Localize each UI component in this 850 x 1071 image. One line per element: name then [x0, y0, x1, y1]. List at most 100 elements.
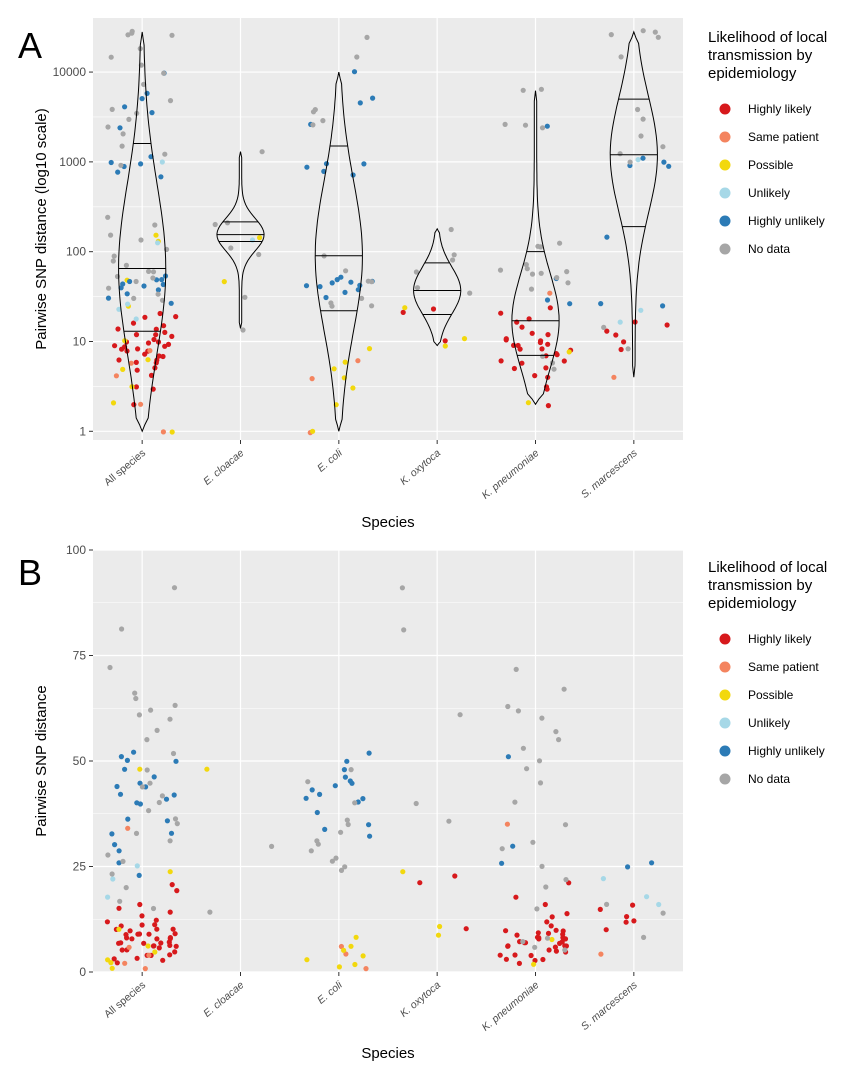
data-point [131, 402, 137, 408]
y-axis-title: Pairwise SNP distance [33, 685, 50, 836]
legend-title: Likelihood of local [708, 29, 827, 46]
data-point [119, 143, 125, 149]
data-point [155, 287, 161, 293]
data-point [119, 626, 125, 632]
legend-key [719, 633, 731, 645]
legend-key [719, 745, 731, 757]
data-point [369, 303, 375, 309]
data-point [542, 901, 548, 908]
data-point [442, 338, 448, 344]
data-point [601, 324, 607, 330]
data-point [624, 914, 630, 920]
data-point [139, 913, 145, 919]
data-point [156, 945, 162, 951]
data-point [344, 817, 350, 823]
data-point [155, 291, 161, 297]
data-point [207, 909, 213, 915]
data-point [355, 358, 361, 364]
data-point [350, 385, 356, 391]
data-point [153, 326, 159, 332]
data-point [320, 118, 326, 124]
data-point [109, 871, 115, 877]
data-point [354, 54, 360, 60]
data-point [129, 936, 135, 942]
data-point [338, 829, 344, 835]
data-point [131, 749, 137, 755]
data-point [112, 343, 118, 349]
data-point [164, 818, 170, 824]
plot-background [93, 18, 683, 440]
data-point [305, 779, 311, 785]
legend-key [719, 187, 731, 199]
data-point [603, 927, 609, 933]
data-point [114, 783, 120, 790]
data-point [341, 767, 347, 773]
data-point [142, 966, 148, 972]
data-point [114, 960, 120, 966]
data-point [169, 429, 175, 435]
data-point [256, 251, 262, 258]
data-point [649, 860, 655, 866]
x-tick-label: E. cloacae [201, 447, 246, 488]
data-point [353, 934, 359, 940]
data-point [117, 898, 123, 904]
data-point [106, 285, 112, 291]
legend-key [719, 131, 731, 143]
data-point [598, 301, 604, 307]
data-point [329, 280, 335, 286]
data-point [167, 838, 173, 844]
data-point [597, 906, 603, 913]
data-point [157, 310, 163, 317]
data-point [163, 796, 170, 802]
data-point [370, 95, 376, 101]
data-point [345, 821, 351, 828]
data-point [144, 90, 150, 96]
data-point [152, 922, 158, 928]
data-point [505, 703, 511, 710]
data-point [512, 799, 518, 805]
data-point [510, 843, 516, 849]
data-point [638, 307, 644, 313]
data-point [567, 301, 573, 307]
data-point [122, 766, 128, 772]
data-point [242, 294, 248, 300]
data-point [560, 928, 566, 934]
data-point [640, 116, 646, 122]
data-point [155, 240, 161, 246]
data-point [516, 960, 523, 967]
data-point [552, 944, 559, 950]
data-point [169, 882, 175, 888]
data-point [531, 961, 537, 967]
data-point [357, 100, 363, 106]
data-point [366, 750, 372, 756]
data-point [660, 303, 666, 309]
data-point [566, 349, 572, 355]
data-point [125, 825, 131, 831]
data-point [664, 322, 670, 328]
data-point [309, 787, 315, 793]
data-point [314, 838, 320, 844]
data-point [120, 858, 126, 865]
data-point [545, 930, 552, 937]
data-point [498, 310, 504, 316]
x-tick-label: S. marcescens [579, 447, 640, 501]
data-point [535, 930, 541, 936]
data-point [618, 54, 624, 60]
data-point [108, 54, 114, 60]
data-point [133, 384, 139, 390]
data-point [504, 821, 510, 827]
data-point [132, 690, 138, 696]
data-point [617, 319, 623, 325]
data-point [544, 935, 551, 941]
data-point [128, 360, 134, 366]
data-point [141, 940, 147, 946]
legend-label: Possible [748, 688, 794, 702]
data-point [666, 163, 672, 169]
legend-key [719, 243, 731, 255]
data-point [502, 121, 508, 127]
data-point [341, 947, 347, 953]
data-point [498, 358, 504, 364]
legend-label: Highly unlikely [748, 744, 825, 758]
data-point [130, 320, 137, 326]
data-point [174, 821, 180, 827]
